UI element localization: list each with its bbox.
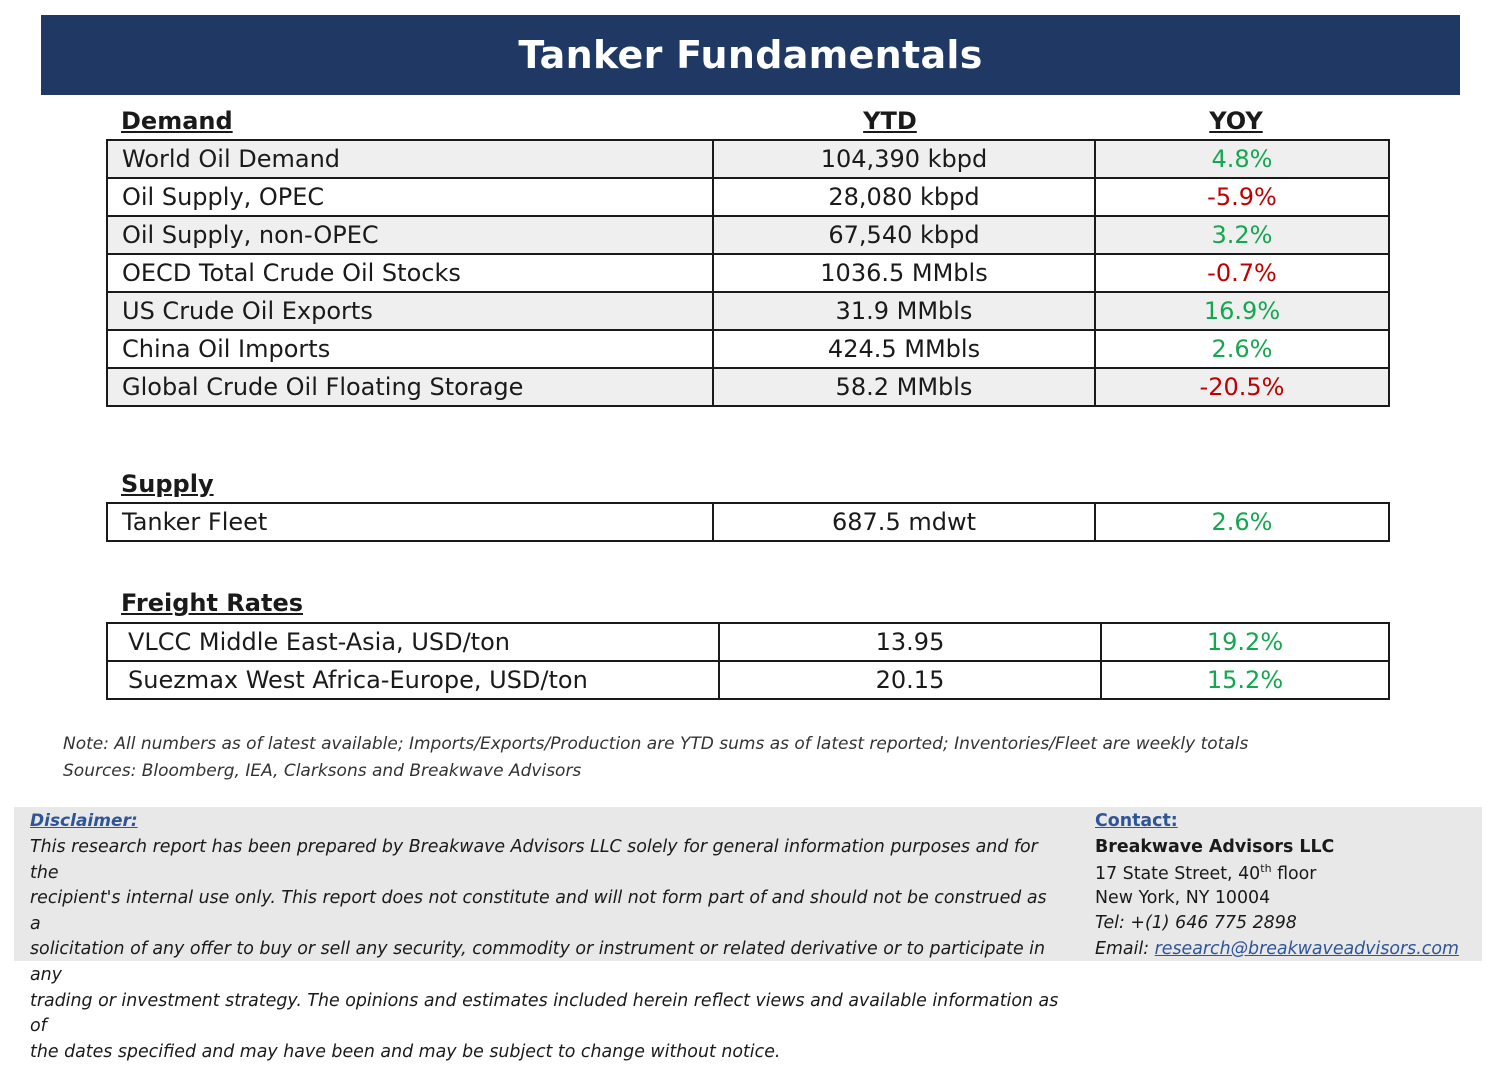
table-row: Suezmax West Africa-Europe, USD/ton 20.1…	[106, 660, 1390, 700]
freight-heading: Freight Rates	[121, 589, 304, 617]
disclaimer-line: This research report has been prepared b…	[30, 837, 1038, 883]
ytd-column-header: YTD	[863, 107, 917, 135]
contact-street: 17 State Street, 40th floor	[1095, 862, 1316, 884]
yoy-value: -20.5%	[1094, 367, 1390, 407]
row-label: World Oil Demand	[106, 139, 714, 179]
row-label: OECD Total Crude Oil Stocks	[106, 253, 714, 293]
yoy-value: 3.2%	[1094, 215, 1390, 255]
table-row: World Oil Demand 104,390 kbpd 4.8%	[106, 139, 1390, 179]
table-row: Oil Supply, OPEC 28,080 kbpd -5.9%	[106, 177, 1390, 217]
yoy-value: -0.7%	[1094, 253, 1390, 293]
contact-city: New York, NY 10004	[1095, 888, 1271, 908]
ytd-value: 20.15	[718, 660, 1102, 700]
disclaimer-line: the dates specified and may have been an…	[30, 1041, 781, 1062]
demand-table: World Oil Demand 104,390 kbpd 4.8% Oil S…	[106, 139, 1390, 407]
sources-text: Sources: Bloomberg, IEA, Clarksons and B…	[63, 761, 582, 781]
disclaimer-panel	[14, 807, 1482, 961]
row-label: Oil Supply, OPEC	[106, 177, 714, 217]
row-label: Tanker Fleet	[106, 502, 714, 542]
yoy-value: 15.2%	[1100, 660, 1390, 700]
row-label: Suezmax West Africa-Europe, USD/ton	[106, 660, 720, 700]
table-row: Tanker Fleet 687.5 mdwt 2.6%	[106, 502, 1390, 542]
contact-title: Contact:	[1095, 811, 1178, 831]
street-ordinal: th	[1260, 862, 1272, 875]
ytd-value: 58.2 MMbls	[712, 367, 1096, 407]
email-link[interactable]: research@breakwaveadvisors.com	[1154, 939, 1459, 959]
row-label: Oil Supply, non-OPEC	[106, 215, 714, 255]
street-text: 17 State Street, 40	[1095, 863, 1261, 884]
yoy-value: 2.6%	[1094, 502, 1390, 542]
table-row: OECD Total Crude Oil Stocks 1036.5 MMbls…	[106, 253, 1390, 293]
demand-heading: Demand	[121, 107, 233, 135]
note-text: Note: All numbers as of latest available…	[63, 734, 1249, 754]
ytd-value: 31.9 MMbls	[712, 291, 1096, 331]
row-label: Global Crude Oil Floating Storage	[106, 367, 714, 407]
table-row: China Oil Imports 424.5 MMbls 2.6%	[106, 329, 1390, 369]
page-title: Tanker Fundamentals	[41, 15, 1460, 95]
yoy-column-header: YOY	[1209, 107, 1263, 135]
ytd-value: 104,390 kbpd	[712, 139, 1096, 179]
supply-heading: Supply	[121, 470, 214, 498]
yoy-value: 4.8%	[1094, 139, 1390, 179]
ytd-value: 13.95	[718, 622, 1102, 662]
disclaimer-title: Disclaimer:	[30, 811, 138, 831]
table-row: Global Crude Oil Floating Storage 58.2 M…	[106, 367, 1390, 407]
disclaimer-line: recipient's internal use only. This repo…	[30, 888, 1047, 934]
ytd-value: 424.5 MMbls	[712, 329, 1096, 369]
ytd-value: 687.5 mdwt	[712, 502, 1096, 542]
yoy-value: 19.2%	[1100, 622, 1390, 662]
freight-table: VLCC Middle East-Asia, USD/ton 13.95 19.…	[106, 622, 1390, 700]
email-label: Email:	[1095, 939, 1155, 959]
table-row: US Crude Oil Exports 31.9 MMbls 16.9%	[106, 291, 1390, 331]
contact-email-line: Email: research@breakwaveadvisors.com	[1095, 939, 1459, 959]
disclaimer-line: trading or investment strategy. The opin…	[30, 990, 1059, 1037]
yoy-value: 2.6%	[1094, 329, 1390, 369]
row-label: China Oil Imports	[106, 329, 714, 369]
ytd-value: 28,080 kbpd	[712, 177, 1096, 217]
row-label: VLCC Middle East-Asia, USD/ton	[106, 622, 720, 662]
yoy-value: -5.9%	[1094, 177, 1390, 217]
disclaimer-body: This research report has been prepared b…	[30, 835, 1060, 1065]
street-floor: floor	[1271, 863, 1317, 884]
yoy-value: 16.9%	[1094, 291, 1390, 331]
table-row: VLCC Middle East-Asia, USD/ton 13.95 19.…	[106, 622, 1390, 662]
ytd-value: 67,540 kbpd	[712, 215, 1096, 255]
disclaimer-line: solicitation of any offer to buy or sell…	[30, 939, 1046, 985]
table-row: Oil Supply, non-OPEC 67,540 kbpd 3.2%	[106, 215, 1390, 255]
contact-company: Breakwave Advisors LLC	[1095, 837, 1335, 857]
ytd-value: 1036.5 MMbls	[712, 253, 1096, 293]
supply-table: Tanker Fleet 687.5 mdwt 2.6%	[106, 502, 1390, 542]
row-label: US Crude Oil Exports	[106, 291, 714, 331]
contact-phone: Tel: +(1) 646 775 2898	[1095, 913, 1297, 933]
